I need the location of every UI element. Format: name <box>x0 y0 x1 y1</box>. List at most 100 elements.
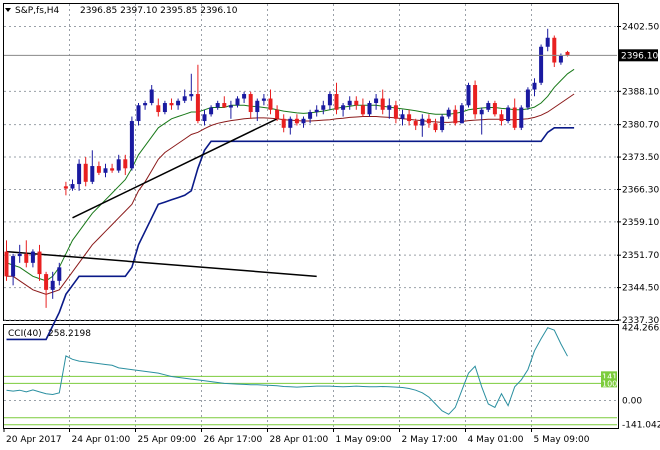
trendline[interactable] <box>6 250 317 278</box>
chart-header: S&P,fs,H4 2396.85 2397.10 2395.85 2396.1… <box>5 6 238 16</box>
current-price-label: 2396.10 <box>621 51 658 61</box>
candle-body <box>255 100 260 113</box>
ohlc-values: 2396.85 2397.10 2395.85 2396.10 <box>80 6 238 16</box>
candle-body <box>96 166 101 173</box>
time-axis: 20 Apr 2017 24 Apr 01:00 25 Apr 09:00 26 Ap… <box>3 428 590 445</box>
price-tick-label: 2373.50 <box>622 153 659 163</box>
candle-body <box>473 85 478 115</box>
candle-body <box>532 82 537 90</box>
candle-body <box>327 94 332 106</box>
candle-body <box>380 98 385 110</box>
candle-body <box>228 105 233 108</box>
candle-body <box>466 85 471 106</box>
candle-body <box>242 94 247 99</box>
candle-body <box>116 159 121 171</box>
candle-body <box>11 256 16 277</box>
price-tick-label: 2366.30 <box>622 185 659 195</box>
candle-body <box>215 103 220 108</box>
candle-body <box>426 118 431 124</box>
ma-line-slow <box>6 127 575 341</box>
cci-header: CCI(40) 258.2198 <box>8 329 91 339</box>
candle-body <box>261 98 266 101</box>
candle-body <box>321 105 326 110</box>
time-tick-label: 28 Apr 01:00 <box>270 435 329 445</box>
candle-body <box>453 109 458 124</box>
trendlines[interactable] <box>6 118 317 278</box>
time-tick-label: 25 Apr 09:00 <box>138 435 197 445</box>
candle-body <box>123 159 128 169</box>
candle-body <box>565 51 570 56</box>
time-tick-label: 26 Apr 17:00 <box>204 435 263 445</box>
candle-body <box>24 253 29 263</box>
candle-body <box>156 105 161 113</box>
candle-body <box>486 103 491 110</box>
candle-body <box>301 118 306 124</box>
candle-body <box>400 114 405 119</box>
candle-body <box>387 105 392 110</box>
candle-body <box>314 109 319 113</box>
candle-body <box>103 168 108 173</box>
candles <box>4 28 570 308</box>
candle-body <box>558 55 563 63</box>
candle-body <box>195 94 200 122</box>
candle-body <box>446 109 451 117</box>
candle-body <box>334 94 339 110</box>
candle-body <box>129 121 134 169</box>
price-tick-label: 2344.50 <box>622 284 659 294</box>
candle-body <box>209 107 214 115</box>
symbol-label: S&P,fs,H4 <box>15 6 60 16</box>
cci-level-label: 141 <box>602 372 617 381</box>
candle-body <box>420 118 425 126</box>
candle-body <box>479 109 484 115</box>
candle-body <box>83 163 88 182</box>
cci-value: 258.2198 <box>48 329 91 339</box>
cci-tick-label: 0.00 <box>622 397 642 407</box>
price-tick-label: 2337.30 <box>622 316 659 326</box>
price-tick-label: 2359.10 <box>622 218 659 228</box>
candle-body <box>512 107 517 128</box>
trendline[interactable] <box>72 118 278 219</box>
cci-level-label: 100 <box>602 379 617 388</box>
candle-body <box>367 103 372 115</box>
candle-body <box>275 109 280 119</box>
cci-level-lines <box>4 375 617 426</box>
candle-body <box>90 166 95 182</box>
candle-body <box>44 274 49 290</box>
candle-body <box>347 100 352 106</box>
candle-body <box>552 37 557 63</box>
candle-body <box>110 168 115 171</box>
candle-body <box>222 103 227 108</box>
candle-body <box>63 186 68 189</box>
time-tick-label: 4 May 01:00 <box>468 435 524 445</box>
current-price-tag: 2396.10 <box>618 49 658 62</box>
candle-body <box>162 103 167 113</box>
candle-body <box>519 107 524 128</box>
price-tick-label: 2388.10 <box>622 87 659 97</box>
time-tick-label: 24 Apr 01:00 <box>72 435 131 445</box>
candle-body <box>499 114 504 122</box>
candle-body <box>57 267 62 281</box>
main-pane[interactable] <box>3 3 619 321</box>
cci-line <box>6 327 568 415</box>
time-tick-label: 2 May 17:00 <box>402 435 458 445</box>
candle-body <box>235 98 240 106</box>
dropdown-triangle-icon[interactable] <box>5 8 11 12</box>
candle-body <box>143 103 148 106</box>
candle-body <box>308 112 313 119</box>
time-tick-label: 1 May 09:00 <box>336 435 392 445</box>
candle-body <box>268 98 273 110</box>
price-tick-label: 2380.70 <box>622 121 659 131</box>
cci-tick-label: 424.2662 <box>622 324 660 334</box>
candle-body <box>433 123 438 131</box>
candle-body <box>281 118 286 128</box>
candle-body <box>440 116 445 131</box>
candle-body <box>169 103 174 106</box>
candle-body <box>374 98 379 104</box>
candle-body <box>182 96 187 101</box>
candle-body <box>248 94 253 113</box>
time-tick-label: 5 May 09:00 <box>534 435 590 445</box>
candle-body <box>30 251 35 263</box>
candle-body <box>176 100 181 106</box>
